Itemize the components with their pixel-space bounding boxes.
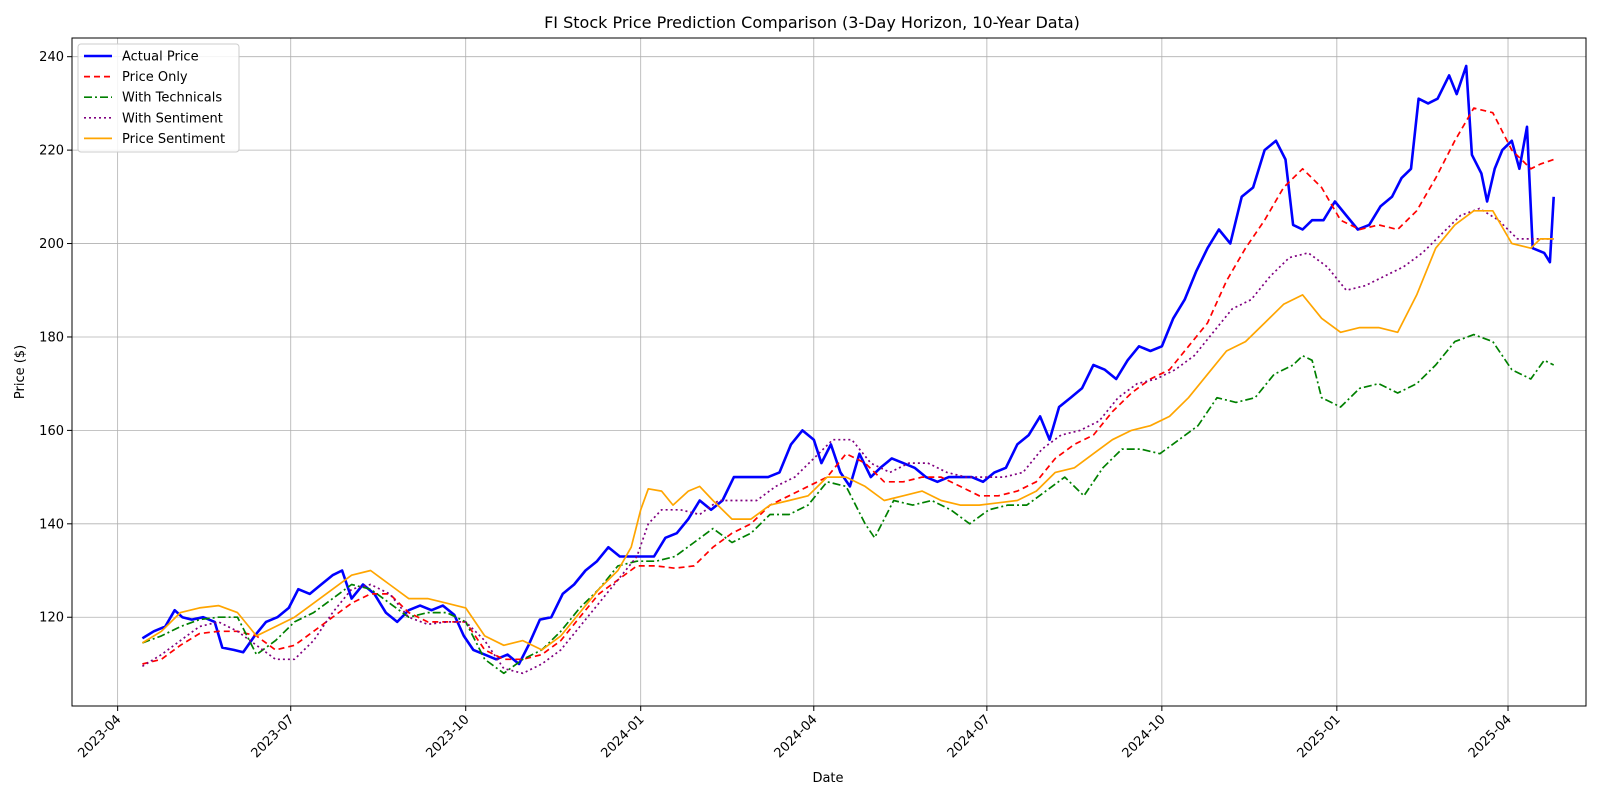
y-tick-label: 120 [39, 611, 64, 626]
legend-label: Price Only [122, 70, 188, 85]
x-axis-label: Date [812, 771, 843, 786]
series-line-0 [141, 64, 1555, 666]
y-tick-label: 220 [39, 144, 64, 159]
y-tick-label: 240 [39, 50, 64, 65]
legend-label: With Technicals [122, 91, 222, 106]
y-tick-label: 140 [39, 517, 64, 532]
y-tick-label: 180 [39, 330, 64, 345]
legend-label: Price Sentiment [122, 132, 225, 147]
legend-label: Actual Price [122, 50, 199, 65]
series-line-2 [142, 333, 1555, 675]
series-line-3 [141, 207, 1554, 675]
y-axis-label: Price ($) [13, 345, 28, 399]
y-tick-label: 160 [39, 424, 64, 439]
legend-label: With Sentiment [122, 111, 223, 126]
series-line-4 [141, 209, 1554, 651]
plot-frame [71, 37, 1587, 707]
grid-lines [72, 38, 1586, 706]
y-axis-ticks: 120 140 160 180 200 220 240 [39, 50, 72, 626]
legend-box [77, 43, 240, 153]
legend: Actual Price Price Only With Technicals Wit… [77, 43, 240, 153]
chart-title: FI Stock Price Prediction Comparison (3-… [544, 13, 1080, 32]
series-layer [141, 64, 1555, 675]
y-tick-label: 200 [39, 237, 64, 252]
